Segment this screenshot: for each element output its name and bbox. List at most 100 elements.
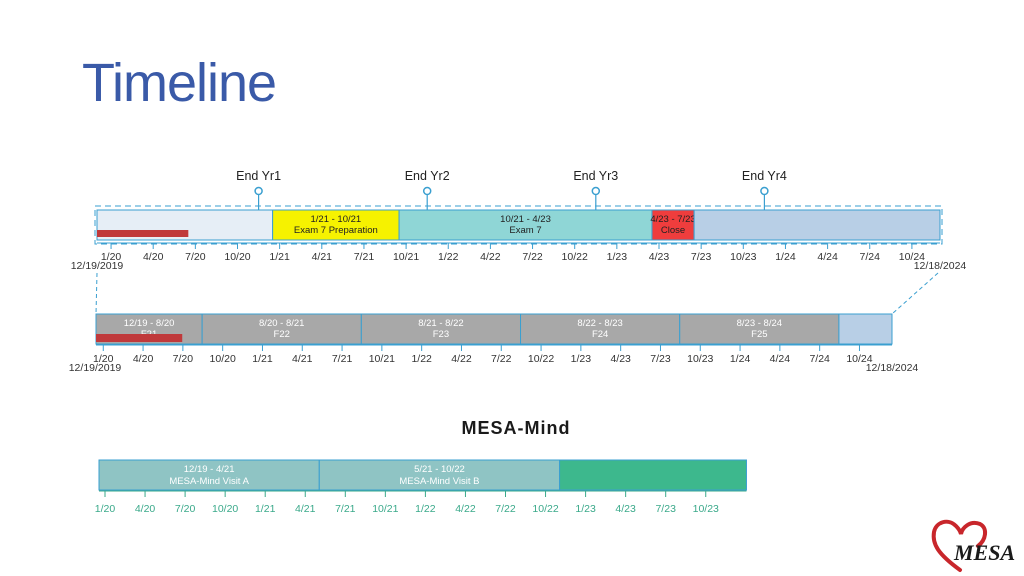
- tick-label: 7/20: [173, 353, 194, 365]
- tick-label: 4/20: [133, 353, 154, 365]
- tick-label: 10/22: [532, 503, 558, 515]
- segment-dates: 12/19 - 8/20: [124, 318, 175, 329]
- segment-dates: 8/23 - 8/24: [737, 318, 782, 329]
- timeline-segment: [651, 209, 695, 241]
- segment-dates: 4/23 - 7/23: [650, 214, 695, 225]
- tick-label: 4/20: [143, 251, 164, 263]
- end-marker-label: End Yr3: [573, 169, 618, 183]
- tick-label: 10/24: [846, 353, 872, 365]
- progress-bar: [97, 230, 189, 237]
- tick-label: 1/22: [411, 353, 432, 365]
- tick-label: 4/22: [480, 251, 501, 263]
- fiscal-segment: [520, 313, 681, 345]
- tick-label: 10/20: [210, 353, 236, 365]
- tick-label: 10/20: [224, 251, 250, 263]
- segment-label: F22: [274, 329, 290, 340]
- segment-dates: 8/22 - 8/23: [577, 318, 622, 329]
- end-marker-dot: [760, 186, 769, 196]
- tick-label: 10/20: [212, 503, 238, 515]
- tick-label: 1/21: [252, 353, 273, 365]
- fiscal-segment: [838, 313, 893, 345]
- fiscal-segment: [679, 313, 840, 345]
- tick-label: 10/21: [372, 503, 398, 515]
- tick-label: 7/24: [809, 353, 830, 365]
- tick-label: 7/21: [335, 503, 356, 515]
- tick-label: 4/20: [135, 503, 156, 515]
- end-date-label: 12/18/2024: [866, 362, 919, 374]
- tick-label: 4/24: [770, 353, 791, 365]
- end-marker-dot: [591, 186, 601, 196]
- mesa-mind-title: MESA-Mind: [462, 418, 571, 438]
- tick-label: 7/24: [860, 251, 881, 263]
- segment-label: Exam 7 Preparation: [294, 225, 378, 236]
- tick-label: 1/24: [730, 353, 751, 365]
- tick-label: 4/21: [292, 353, 313, 365]
- segment-label: F25: [751, 329, 767, 340]
- tick-label: 10/24: [899, 251, 925, 263]
- segment-label: F24: [592, 329, 608, 340]
- fiscal-segment: [201, 313, 362, 345]
- tick-label: 10/22: [528, 353, 554, 365]
- tick-label: 1/23: [571, 353, 592, 365]
- segment-label: MESA-Mind Visit B: [399, 476, 479, 487]
- timeline-segment: [272, 209, 400, 241]
- mesa-mind-segment: [98, 459, 320, 491]
- zoom-line-left: [95, 272, 98, 315]
- progress-bar: [96, 334, 183, 342]
- zoom-line-right: [891, 272, 939, 315]
- tick-label: 7/23: [655, 503, 676, 515]
- tick-label: 10/21: [393, 251, 419, 263]
- tick-label: 1/20: [95, 503, 116, 515]
- segment-label: Close: [661, 225, 685, 236]
- heart-icon: [931, 519, 987, 572]
- mesa-mind-segment: [318, 459, 561, 491]
- segment-dates: 8/21 - 8/22: [418, 318, 463, 329]
- tick-label: 10/23: [693, 503, 719, 515]
- tick-label: 4/24: [817, 251, 838, 263]
- tick-label: 1/23: [607, 251, 628, 263]
- segment-label: F23: [433, 329, 449, 340]
- tick-label: 4/21: [312, 251, 333, 263]
- tick-label: 1/20: [101, 251, 122, 263]
- tick-label: 1/21: [255, 503, 276, 515]
- segment-dates: 5/21 - 10/22: [414, 464, 465, 475]
- mesa-mind-segment: [559, 459, 747, 491]
- tick-label: 7/21: [354, 251, 375, 263]
- segment-dates: 1/21 - 10/21: [310, 214, 361, 225]
- tick-label: 7/20: [175, 503, 196, 515]
- tick-label: 10/23: [730, 251, 756, 263]
- timeline-segment: [398, 209, 653, 241]
- tick-label: 4/22: [455, 503, 476, 515]
- tick-label: 10/23: [687, 353, 713, 365]
- tick-label: 10/21: [369, 353, 395, 365]
- tick-label: 1/21: [269, 251, 290, 263]
- fiscal-segment: [360, 313, 522, 345]
- tick-label: 1/24: [775, 251, 796, 263]
- tick-label: 1/20: [93, 353, 114, 365]
- start-date-label: 12/19/2019: [69, 362, 122, 374]
- segment-dates: 10/21 - 4/23: [500, 214, 551, 225]
- timeline-frame: [94, 205, 943, 245]
- tick-label: 4/22: [451, 353, 472, 365]
- tick-label: 4/23: [615, 503, 636, 515]
- end-marker-label: End Yr4: [742, 169, 787, 183]
- tick-label: 1/22: [415, 503, 436, 515]
- tick-label: 4/23: [610, 353, 631, 365]
- end-date-label: 12/18/2024: [914, 260, 967, 272]
- segment-label: Exam 7: [509, 225, 541, 236]
- segment-dates: 12/19 - 4/21: [184, 464, 235, 475]
- logo-text: MESA: [953, 540, 1015, 565]
- end-marker-label: End Yr2: [405, 169, 450, 183]
- end-marker-dot: [422, 186, 432, 196]
- segment-dates: 8/20 - 8/21: [259, 318, 304, 329]
- tick-label: 10/22: [562, 251, 588, 263]
- timeline-segment: [693, 209, 941, 241]
- tick-label: 7/20: [185, 251, 206, 263]
- start-date-label: 12/19/2019: [71, 260, 124, 272]
- tick-label: 4/23: [649, 251, 670, 263]
- end-marker-dot: [254, 186, 263, 196]
- tick-label: 7/23: [650, 353, 671, 365]
- tick-label: 7/23: [691, 251, 712, 263]
